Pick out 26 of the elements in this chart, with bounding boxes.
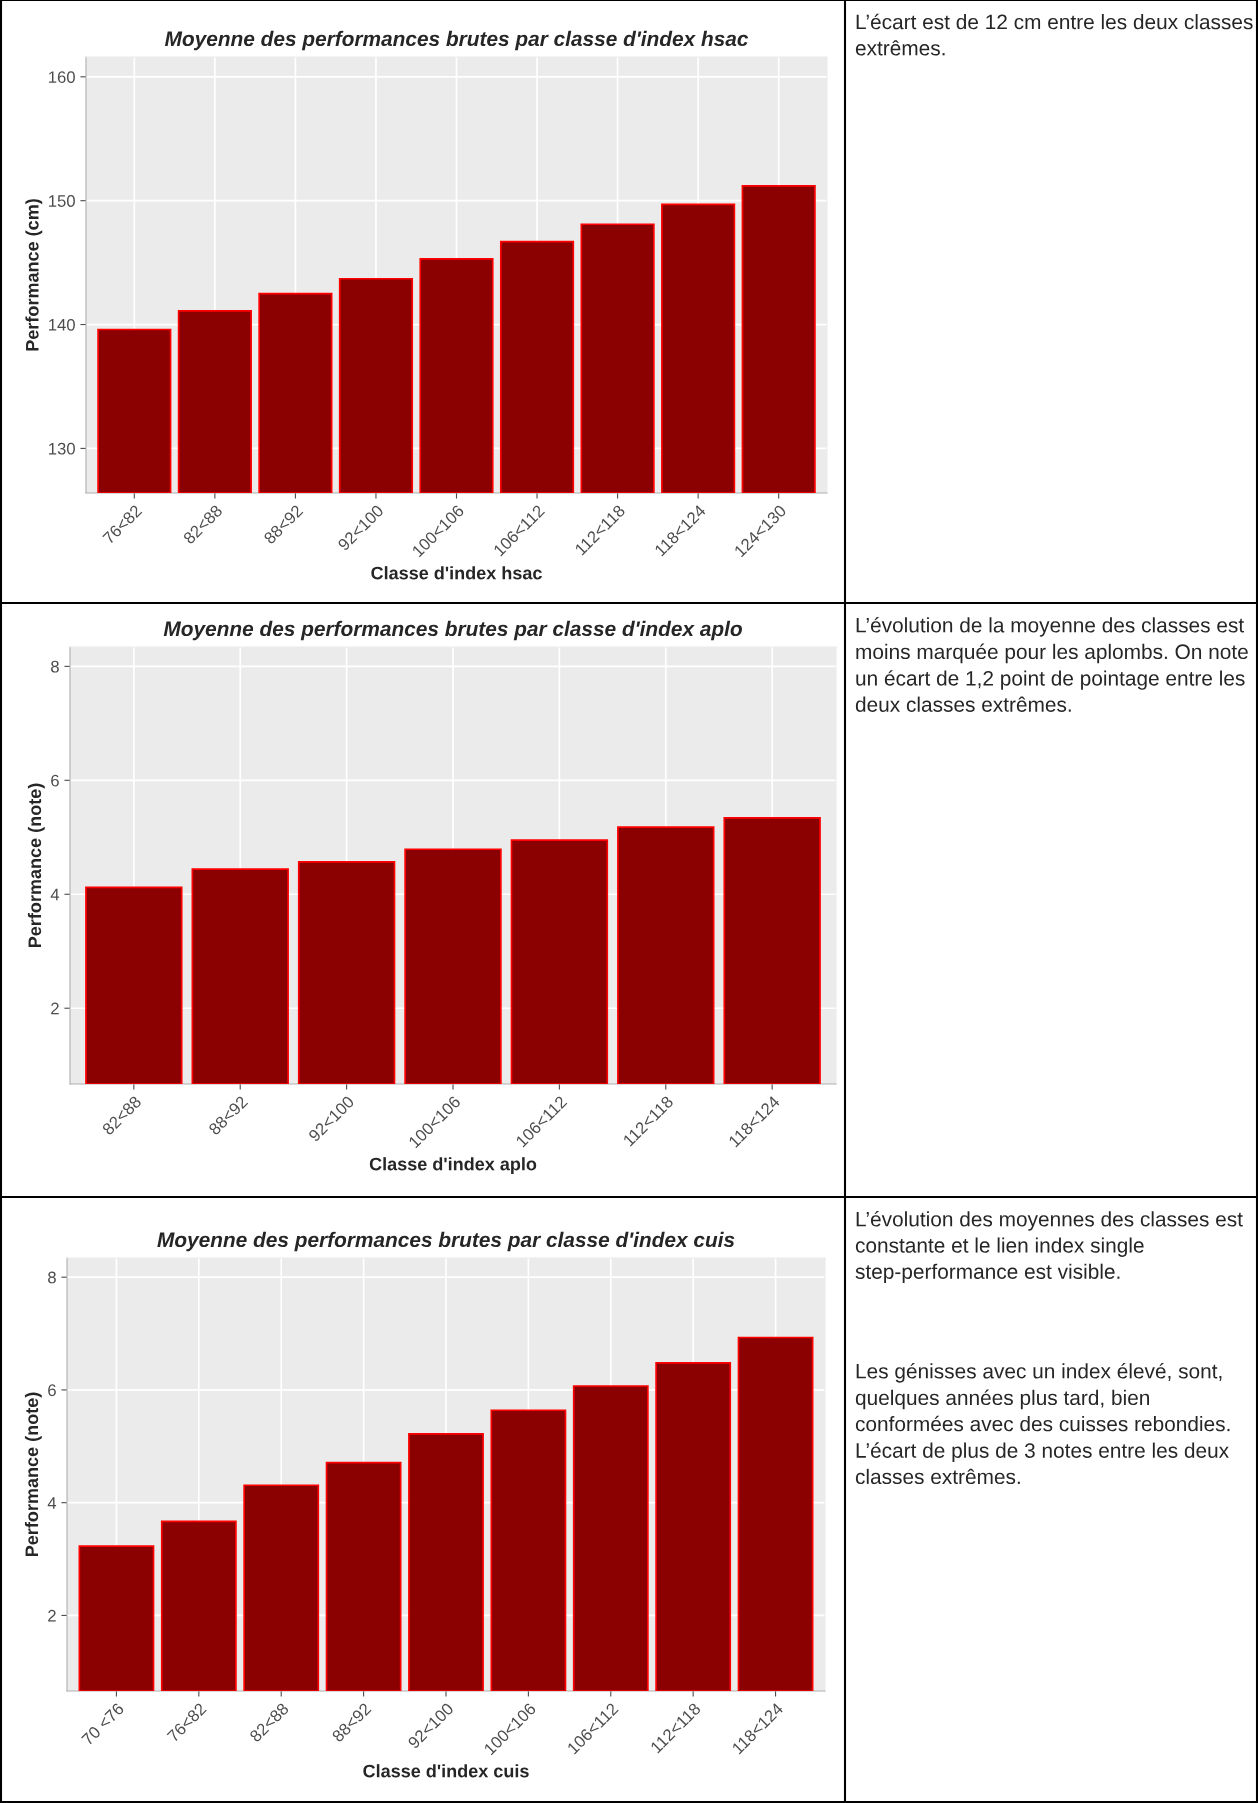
text: L’évolution des moyennes des classes est constante et le lien index single step-performance est visible. [855, 1211, 1243, 1284]
y-tick-label: 4 [47, 1497, 57, 1509]
y-tick-label: 2 [48, 1609, 56, 1622]
text: L’évolution de la moyenne des classes est moins marquée pour les aplombs. On note un écart de 1,2 point de pointage entre les deux classes extrêmes. [855, 617, 1248, 712]
y-tick-label: 150 [49, 195, 75, 207]
chart-title: Moyenne des performances brutes par classe d'index cuis [157, 1231, 735, 1252]
chart-title: Moyenne des performances brutes par classe d'index hsac [164, 30, 749, 51]
y-tick-label: 8 [48, 1271, 56, 1284]
y-axis-title: Performance (note) [24, 1392, 42, 1557]
y-tick-label: 160 [49, 71, 75, 84]
y-tick-label: 130 [49, 442, 75, 455]
x-tick-label: 70 <76 [80, 1702, 125, 1746]
y-tick-label: 6 [51, 774, 59, 787]
text: L’écart est de 12 cm entre les deux classes extrêmes. [855, 13, 1253, 56]
y-tick-label: 6 [48, 1384, 56, 1397]
y-tick-label: 4 [50, 888, 60, 901]
chart-title: Moyenne des performances brutes par classe d'index aplo [163, 620, 742, 641]
text: Les génisses avec un index élevé, sont, quelques années plus tard, bien conformées avec des cuisses rebondies. L’écart de plus de 3 notes entre les deux classes extrêmes. [855, 1363, 1230, 1485]
y-axis-title: Performance (note) [27, 783, 45, 948]
y-tick-label: 8 [51, 660, 59, 673]
y-tick-label: 140 [49, 318, 75, 331]
x-axis-title: Classe d'index cuis [363, 1764, 529, 1778]
x-axis-title: Classe d'index hsac [371, 566, 542, 580]
y-tick-label: 2 [51, 1002, 59, 1015]
y-axis-title: Performance (cm) [25, 199, 43, 351]
x-axis-title: Classe d'index aplo [369, 1157, 537, 1174]
